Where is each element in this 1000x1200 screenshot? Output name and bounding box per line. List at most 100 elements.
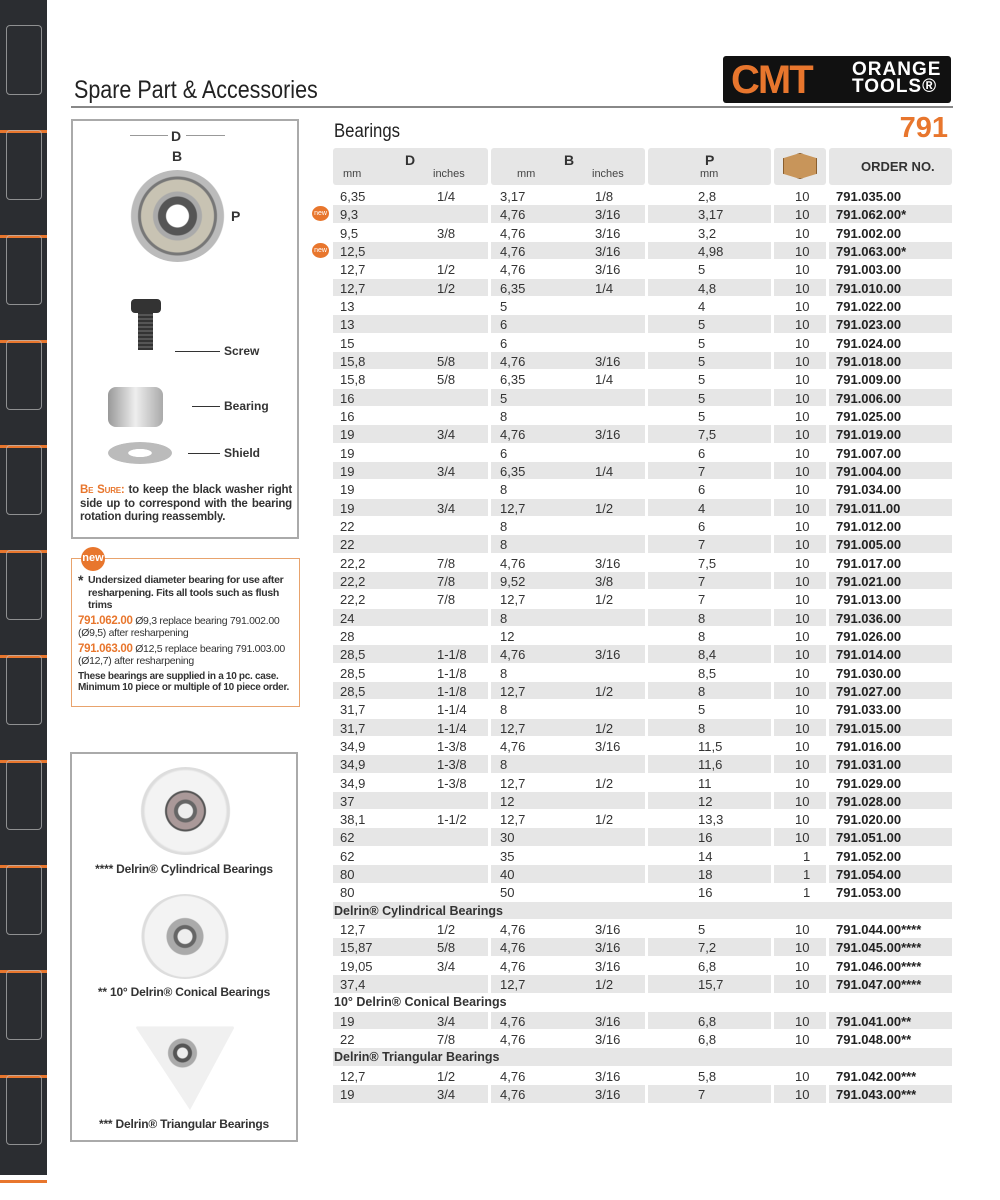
cell-order-no: 791.063.00* [836, 243, 907, 259]
row-stripe [829, 571, 952, 590]
row-stripe [774, 828, 826, 846]
supply-note: These bearings are supplied in a 10 pc. … [78, 670, 289, 694]
tool-category-icon[interactable] [6, 445, 42, 515]
cell-qty: 10 [795, 189, 810, 204]
cell-d-mm: 22,2 [340, 592, 366, 608]
cell-order-no: 791.048.00** [836, 1032, 912, 1048]
tool-category-icon[interactable] [6, 970, 42, 1040]
cell-d-mm: 15,8 [340, 372, 366, 388]
row-stripe [333, 608, 488, 627]
bearing-label: Bearing [224, 399, 269, 413]
row-stripe [829, 718, 952, 737]
cell-order-no: 791.062.00* [836, 207, 907, 223]
cell-b-mm: 30 [500, 830, 515, 846]
table-row: 62 35 14 1 791.052.00 [333, 847, 952, 865]
cell-order-no: 791.012.00 [836, 518, 902, 534]
tool-category-icon[interactable] [6, 550, 42, 620]
sidebar-divider [0, 970, 47, 973]
row-stripe [333, 315, 488, 333]
cell-p-mm: 2,8 [698, 189, 717, 204]
cell-qty: 10 [795, 1068, 810, 1084]
cell-b-inches: 1/2 [595, 720, 614, 736]
table-row: 28,5 1-1/8 8 8,5 10 791.030.00 [333, 664, 952, 682]
cell-order-no: 791.002.00 [836, 225, 902, 241]
cell-d-inches: 5/8 [437, 372, 456, 388]
row-stripe [333, 828, 488, 846]
cell-order-no: 791.046.00**** [836, 958, 922, 974]
row-stripe [491, 718, 645, 737]
cell-b-mm: 4,76 [500, 207, 526, 223]
row-stripe [829, 791, 952, 810]
cell-d-inches: 1/2 [437, 262, 456, 278]
sidebar-divider [0, 655, 47, 658]
cell-p-mm: 8 [698, 628, 706, 644]
row-stripe [829, 278, 952, 297]
cell-order-no: 791.030.00 [836, 665, 902, 681]
cell-qty: 10 [795, 1087, 810, 1103]
row-stripe [648, 205, 771, 223]
row-stripe [491, 205, 645, 223]
table-group-header: Delrin® Triangular Bearings [333, 1048, 952, 1066]
tool-category-icon[interactable] [6, 25, 42, 95]
cell-d-mm: 16 [340, 408, 355, 424]
table-group-header: Delrin® Cylindrical Bearings [333, 901, 952, 920]
cell-b-mm: 12 [500, 793, 515, 809]
cell-order-no: 791.035.00 [836, 189, 902, 204]
note-label: Be Sure: [80, 484, 125, 496]
cell-b-inches: 3/16 [595, 207, 621, 223]
cell-d-inches: 1-1/8 [437, 683, 467, 699]
table-row: 19 6 6 10 791.007.00 [333, 444, 952, 462]
cell-order-no: 791.021.00 [836, 573, 902, 589]
conical-caption: ** 10° Delrin® Conical Bearings [97, 985, 271, 999]
row-stripe [648, 278, 771, 297]
logo-line-2: TOOLS® [852, 76, 938, 97]
table-row: 19 3/4 4,76 3/16 6,8 10 791.041.00** [333, 1011, 952, 1030]
cell-d-inches: 1-3/8 [437, 738, 467, 754]
cell-b-mm: 8 [500, 702, 508, 718]
cell-p-mm: 5 [698, 922, 706, 938]
cell-order-no: 791.006.00 [836, 390, 902, 406]
cell-qty: 10 [795, 317, 810, 333]
tool-category-icon[interactable] [6, 865, 42, 935]
cell-d-mm: 19 [340, 427, 355, 443]
cell-p-mm: 11,5 [698, 738, 723, 754]
bearing-part-image [108, 387, 163, 427]
logo-brand: CMT [731, 58, 814, 102]
table-row: 16 5 5 10 791.006.00 [333, 388, 952, 407]
cell-d-inches: 1-1/8 [437, 665, 467, 681]
cell-order-no: 791.029.00 [836, 775, 902, 791]
section-number: 791 [899, 112, 948, 144]
tool-category-icon[interactable] [6, 655, 42, 725]
tool-category-icon[interactable] [6, 130, 42, 200]
cell-order-no: 791.034.00 [836, 482, 902, 498]
row-stripe [491, 498, 645, 517]
cell-d-mm: 12,5 [340, 243, 366, 259]
row-stripe [333, 571, 488, 590]
cell-p-mm: 16 [698, 885, 713, 901]
cell-qty: 10 [795, 610, 810, 626]
dimension-d-line [186, 135, 225, 136]
row-stripe [774, 975, 826, 993]
row-stripe [648, 718, 771, 737]
cell-p-mm: 5 [698, 390, 706, 406]
cell-order-no: 791.009.00 [836, 372, 902, 388]
cell-p-mm: 5 [698, 372, 706, 388]
row-stripe [491, 608, 645, 627]
tool-category-icon[interactable] [6, 1075, 42, 1145]
row-stripe [648, 241, 771, 260]
table-row: 19,05 3/4 4,76 3/16 6,8 10 791.046.00**** [333, 957, 952, 975]
sidebar-divider [0, 865, 47, 868]
row-stripe [333, 938, 488, 956]
row-stripe [774, 608, 826, 627]
row-stripe [829, 828, 952, 846]
tool-category-icon[interactable] [6, 760, 42, 830]
cell-p-mm: 7,2 [698, 940, 717, 956]
tool-category-icon[interactable] [6, 340, 42, 410]
table-row: 37,4 12,7 1/2 15,7 10 791.047.00**** [333, 975, 952, 993]
cell-order-no: 791.014.00 [836, 647, 902, 663]
cell-b-mm: 8 [500, 408, 508, 424]
undersized-description: Undersized diameter bearing for use afte… [88, 574, 284, 611]
cell-b-inches: 3/16 [595, 1068, 621, 1084]
row-stripe [829, 535, 952, 553]
tool-category-icon[interactable] [6, 235, 42, 305]
